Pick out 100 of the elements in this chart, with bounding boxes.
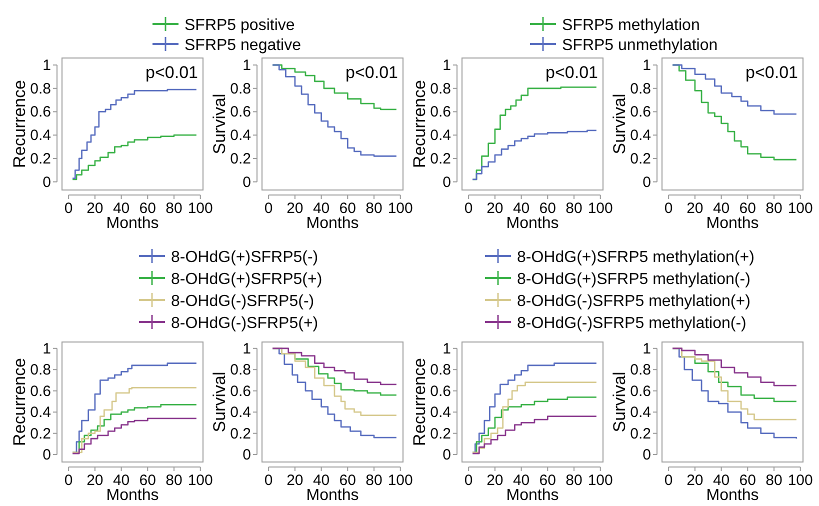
x-tick-label: 80 (166, 472, 182, 489)
x-tick-label: 40 (512, 472, 530, 489)
y-tick-label: 0.4 (430, 404, 451, 422)
y-axis-title: Recurrence (10, 80, 29, 168)
x-tick-label: 20 (486, 472, 504, 489)
x-axis-title: Months (106, 215, 159, 232)
y-tick-label: 0.2 (230, 425, 251, 442)
x-tick-label: 100 (188, 472, 213, 489)
x-tick-label: 80 (366, 200, 382, 217)
legend-label: SFRP5 methylation (562, 17, 700, 34)
annotation: p<0.01 (346, 63, 398, 82)
x-tick-label: 20 (86, 200, 104, 217)
x-tick-label: 60 (739, 472, 756, 489)
x-tick-label: 100 (388, 200, 413, 217)
x-tick-label: 100 (588, 472, 613, 489)
legend-label: 8-OHdG(-)SFRP5 methylation(-) (517, 315, 746, 332)
y-tick-label: 0.4 (30, 127, 51, 144)
y-tick-label: 0.6 (430, 382, 451, 400)
x-tick-label: 80 (766, 472, 782, 489)
y-axis-title: Recurrence (410, 80, 429, 168)
y-tick-label: 0.2 (30, 425, 51, 442)
y-tick-label: 1 (42, 57, 51, 74)
x-tick-label: 60 (539, 200, 556, 217)
x-axis-title: Months (506, 487, 559, 504)
x-tick-label: 0 (464, 472, 473, 489)
y-tick-label: 0.8 (430, 362, 451, 379)
x-tick-label: 0 (64, 200, 73, 217)
y-axis-title: Survival (610, 372, 629, 432)
x-tick-label: 0 (664, 200, 673, 217)
x-tick-label: 60 (339, 472, 356, 489)
x-tick-label: 60 (339, 200, 356, 217)
y-tick-label: 0.2 (430, 150, 451, 168)
y-tick-label: 0.8 (230, 362, 251, 379)
y-tick-label: 0.8 (630, 362, 651, 379)
x-tick-label: 60 (139, 472, 156, 489)
y-tick-label: 0 (642, 446, 651, 464)
y-tick-label: 1 (42, 340, 51, 358)
y-tick-label: 0.2 (430, 425, 451, 442)
legend-label: 8-OHdG(+)SFRP5 methylation(+) (517, 249, 754, 266)
x-tick-label: 100 (788, 472, 813, 489)
y-axis-title: Recurrence (410, 358, 429, 446)
y-tick-label: 1 (442, 57, 451, 74)
y-tick-label: 0.8 (30, 80, 51, 98)
x-tick-label: 80 (566, 472, 582, 489)
x-tick-label: 60 (739, 200, 756, 217)
y-tick-label: 0 (42, 446, 51, 464)
y-tick-label: 1 (442, 340, 451, 358)
x-axis-title: Months (306, 487, 359, 504)
x-tick-label: 0 (264, 472, 273, 489)
x-tick-label: 0 (264, 200, 273, 217)
y-tick-label: 0.8 (230, 80, 251, 98)
x-tick-label: 40 (712, 200, 730, 217)
y-tick-label: 0 (242, 446, 251, 464)
y-tick-label: 0.6 (630, 382, 651, 400)
x-tick-label: 20 (286, 472, 304, 489)
annotation: p<0.01 (146, 63, 198, 82)
x-tick-label: 20 (686, 472, 704, 489)
y-tick-label: 0.6 (230, 104, 251, 121)
y-tick-label: 0.6 (230, 382, 251, 400)
y-axis-title: Survival (210, 94, 229, 154)
legend-label: 8-OHdG(-)SFRP5(-) (171, 293, 314, 310)
x-axis-title: Months (306, 215, 359, 232)
y-tick-label: 0.8 (630, 80, 651, 98)
y-tick-label: 0.4 (30, 404, 51, 422)
legend-label: SFRP5 positive (184, 17, 295, 34)
x-tick-label: 40 (712, 472, 730, 489)
y-tick-label: 0.4 (630, 127, 651, 144)
y-tick-label: 0 (242, 174, 251, 191)
x-tick-label: 80 (366, 472, 382, 489)
x-tick-label: 20 (486, 200, 504, 217)
legend-label: 8-OHdG(+)SFRP5 methylation(-) (517, 271, 750, 288)
legend-label: 8-OHdG(-)SFRP5 methylation(+) (517, 293, 750, 310)
x-tick-label: 20 (286, 200, 304, 217)
x-tick-label: 60 (539, 472, 556, 489)
x-axis-title: Months (706, 215, 759, 232)
x-tick-label: 0 (464, 200, 473, 217)
y-tick-label: 0.4 (230, 127, 251, 144)
y-axis-title: Survival (610, 94, 629, 154)
y-tick-label: 1 (242, 57, 251, 74)
y-tick-label: 0.6 (630, 104, 651, 121)
x-tick-label: 20 (686, 200, 704, 217)
legend-label: SFRP5 negative (184, 37, 302, 54)
y-tick-label: 1 (642, 57, 651, 74)
x-tick-label: 40 (112, 472, 130, 489)
y-tick-label: 0.2 (230, 150, 251, 168)
x-tick-label: 80 (766, 200, 782, 217)
y-tick-label: 0.4 (630, 404, 651, 422)
y-tick-label: 0.4 (430, 127, 451, 144)
x-tick-label: 20 (86, 472, 104, 489)
x-axis-title: Months (106, 487, 159, 504)
x-tick-label: 40 (312, 200, 330, 217)
x-tick-label: 60 (139, 200, 156, 217)
x-tick-label: 100 (588, 200, 613, 217)
annotation: p<0.01 (546, 63, 598, 82)
x-tick-label: 80 (166, 200, 182, 217)
x-tick-label: 40 (112, 200, 130, 217)
legend-label: 8-OHdG(+)SFRP5(-) (171, 249, 318, 266)
y-tick-label: 1 (642, 340, 651, 358)
x-tick-label: 100 (788, 200, 813, 217)
y-tick-label: 0.2 (630, 150, 651, 168)
